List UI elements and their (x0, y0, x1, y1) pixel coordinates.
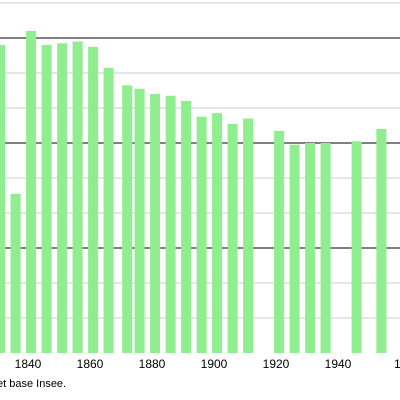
bar-1896 (196, 116, 207, 353)
bar-1954 (376, 129, 387, 353)
bar-1831 (0, 45, 6, 353)
bar-1936 (320, 143, 331, 353)
bar-1866 (103, 67, 114, 354)
bar-1861 (88, 46, 99, 354)
bar-1841 (26, 31, 37, 353)
bar-1931 (305, 143, 316, 353)
bar-1836 (10, 193, 21, 354)
bar-1926 (289, 144, 300, 354)
bar-1876 (134, 88, 145, 354)
bar-1891 (181, 101, 192, 353)
x-tick-label: 1860 (77, 357, 104, 371)
bar-1856 (72, 41, 83, 353)
x-tick-label: 1880 (139, 357, 166, 371)
source-note: et base Insee. (0, 378, 66, 390)
bar-1846 (41, 45, 52, 353)
bar-1886 (165, 95, 176, 354)
bar-1881 (150, 94, 161, 353)
bar-1906 (227, 123, 238, 354)
bars (0, 31, 387, 354)
bar-1851 (57, 43, 68, 354)
bar-1901 (212, 113, 223, 353)
x-axis-tick-labels: 1840 1860 1880 1900 1920 1940 1 (15, 357, 400, 371)
x-tick-label: 1940 (325, 357, 352, 371)
x-tick-label: 1 (394, 357, 400, 371)
bar-1946 (351, 141, 362, 354)
x-tick-label: 1920 (263, 357, 290, 371)
x-tick-label: 1900 (201, 357, 228, 371)
bar-1911 (243, 118, 254, 353)
bar-1872 (122, 85, 133, 354)
bar-1921 (274, 130, 285, 354)
x-tick-label: 1840 (15, 357, 42, 371)
